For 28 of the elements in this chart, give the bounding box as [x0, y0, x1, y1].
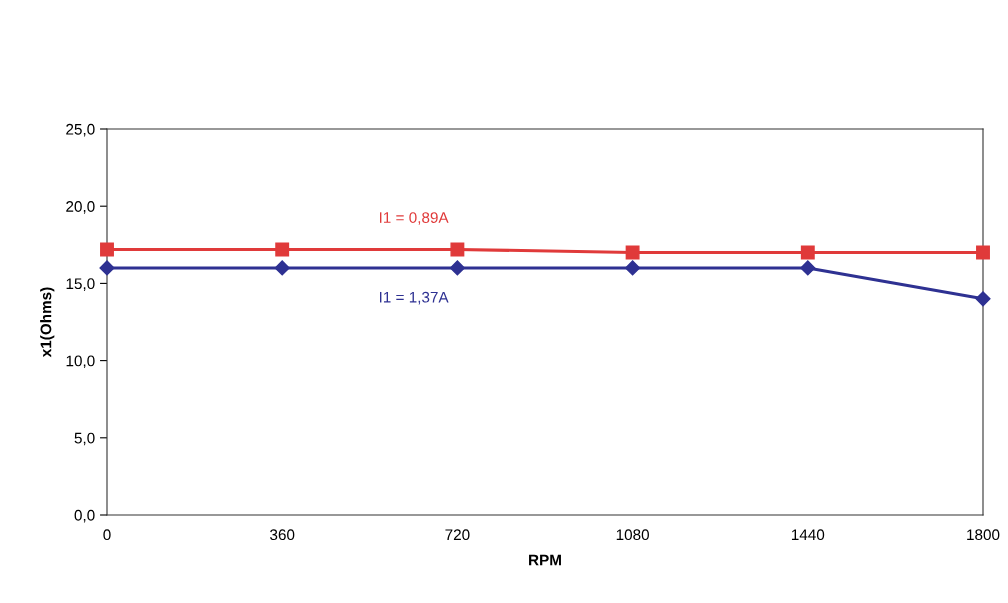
point	[800, 260, 816, 276]
series-label: I1 = 0,89A	[379, 212, 449, 225]
y-tick-label: 0,0	[74, 509, 95, 523]
point	[274, 260, 290, 276]
x-tick-label: 1080	[616, 529, 649, 541]
y-tick-label: 20,0	[66, 201, 95, 214]
point	[976, 245, 990, 260]
x-tick-label: 1440	[791, 529, 825, 541]
y-axis-title: x1(Ohms)	[40, 287, 55, 358]
series-label: I1 = 1,37A	[379, 291, 449, 305]
point	[100, 242, 114, 257]
y-tick-label: 5,0	[74, 432, 95, 446]
x-tick-label: 720	[445, 529, 470, 541]
point	[800, 245, 815, 260]
point	[625, 260, 641, 276]
point	[275, 242, 290, 257]
point	[625, 245, 640, 260]
point	[99, 260, 115, 276]
x-tick-label: 360	[270, 529, 295, 541]
y-tick-label: 15,0	[66, 278, 95, 291]
point	[975, 291, 991, 307]
point	[450, 242, 465, 257]
x-tick-label: 0	[103, 529, 111, 541]
x-tick-label: 1800	[967, 529, 1000, 541]
point	[449, 260, 465, 276]
y-tick-label: 10,0	[66, 355, 95, 369]
x-axis-title: RPM	[529, 554, 561, 566]
y-tick-label: 25,0	[66, 123, 95, 137]
